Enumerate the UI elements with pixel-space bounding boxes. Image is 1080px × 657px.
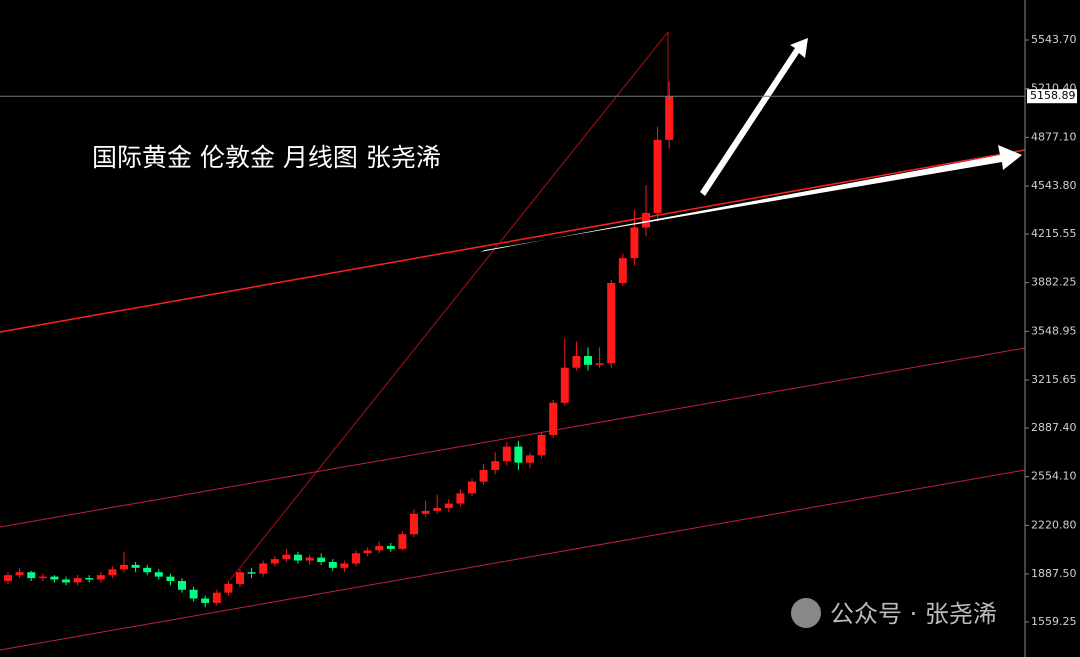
candle-body <box>236 572 244 584</box>
candle-body <box>131 564 140 568</box>
candle-body <box>154 572 163 577</box>
candle-body <box>642 212 650 228</box>
y-tick-label: 5543.70 <box>1031 33 1077 46</box>
candle-body <box>247 572 256 574</box>
candle-body <box>270 559 279 564</box>
candle-body <box>50 576 59 580</box>
candle-body <box>143 567 152 573</box>
candle-body <box>607 283 616 364</box>
candle-body <box>398 534 407 549</box>
price-label: 5158.89 <box>1030 89 1076 102</box>
candle-body <box>85 578 94 580</box>
candle-body <box>259 563 268 574</box>
candle-body <box>444 503 453 508</box>
candle-body <box>363 550 372 554</box>
candle-body <box>456 493 465 504</box>
y-tick-label: 3548.95 <box>1031 324 1077 337</box>
y-tick-label: 1887.50 <box>1031 567 1077 580</box>
candle-body <box>584 356 592 365</box>
fan-line <box>229 31 669 581</box>
channel-line <box>0 469 1026 651</box>
candle-body <box>410 513 418 535</box>
trend-line <box>0 149 1026 333</box>
y-tick-label: 4543.80 <box>1031 179 1077 192</box>
candle-body <box>653 139 662 213</box>
annotation-lines <box>0 31 1026 651</box>
y-tick-label: 1559.25 <box>1031 615 1077 628</box>
candle-body <box>166 576 175 581</box>
candle-body <box>178 580 186 590</box>
candle-body <box>305 557 314 561</box>
candle-body <box>96 575 105 580</box>
candle-body <box>375 545 384 551</box>
candle-body <box>201 598 210 603</box>
y-tick-label: 4215.55 <box>1031 227 1077 240</box>
watermark: 公众号 · 张尧浠 <box>830 600 997 628</box>
candle-body <box>294 554 302 561</box>
candle-body <box>62 579 70 583</box>
candle-body <box>386 545 395 549</box>
candle-body <box>120 564 128 570</box>
candle-body <box>502 446 511 462</box>
plot-area <box>4 81 674 608</box>
candle-body <box>282 554 291 560</box>
candle-body <box>665 96 674 140</box>
candle-body <box>108 569 117 576</box>
candle-body <box>352 553 360 564</box>
y-tick-label: 3882.25 <box>1031 276 1077 289</box>
chart-title: 国际黄金 伦敦金 月线图 张尧浠 <box>92 143 441 172</box>
candle-body <box>526 455 534 463</box>
candle-body <box>595 363 604 365</box>
candle-body <box>549 402 558 435</box>
watermark-icon <box>791 598 821 628</box>
candle-body <box>212 592 221 603</box>
candle-body <box>537 434 546 456</box>
candle-body <box>514 446 523 463</box>
y-tick-label: 4877.10 <box>1031 130 1077 143</box>
candle-body <box>15 572 24 576</box>
y-tick-label: 3215.65 <box>1031 373 1077 386</box>
arrow <box>700 38 808 196</box>
candle-body <box>4 575 12 581</box>
candle-body <box>189 589 198 599</box>
candle-body <box>38 576 47 579</box>
candle-body <box>433 507 442 511</box>
candle-body <box>630 227 639 259</box>
candle-body <box>618 258 627 284</box>
y-tick-label: 2220.80 <box>1031 518 1077 531</box>
price-label-box <box>1027 89 1077 104</box>
candle-body <box>328 561 337 568</box>
candle-body <box>560 367 569 403</box>
candle-body <box>468 481 476 494</box>
candle-body <box>73 578 82 583</box>
y-tick-label: 2554.10 <box>1031 470 1077 483</box>
candle-body <box>340 563 349 568</box>
candle-body <box>27 572 36 579</box>
channel-line <box>0 347 1026 528</box>
candle-body <box>317 557 326 562</box>
candle-body <box>479 469 488 482</box>
y-tick-label: 2887.40 <box>1031 421 1077 434</box>
candle-body <box>572 356 581 368</box>
candle-body <box>224 583 233 593</box>
candle-body <box>491 461 500 470</box>
candle-body <box>421 510 430 514</box>
